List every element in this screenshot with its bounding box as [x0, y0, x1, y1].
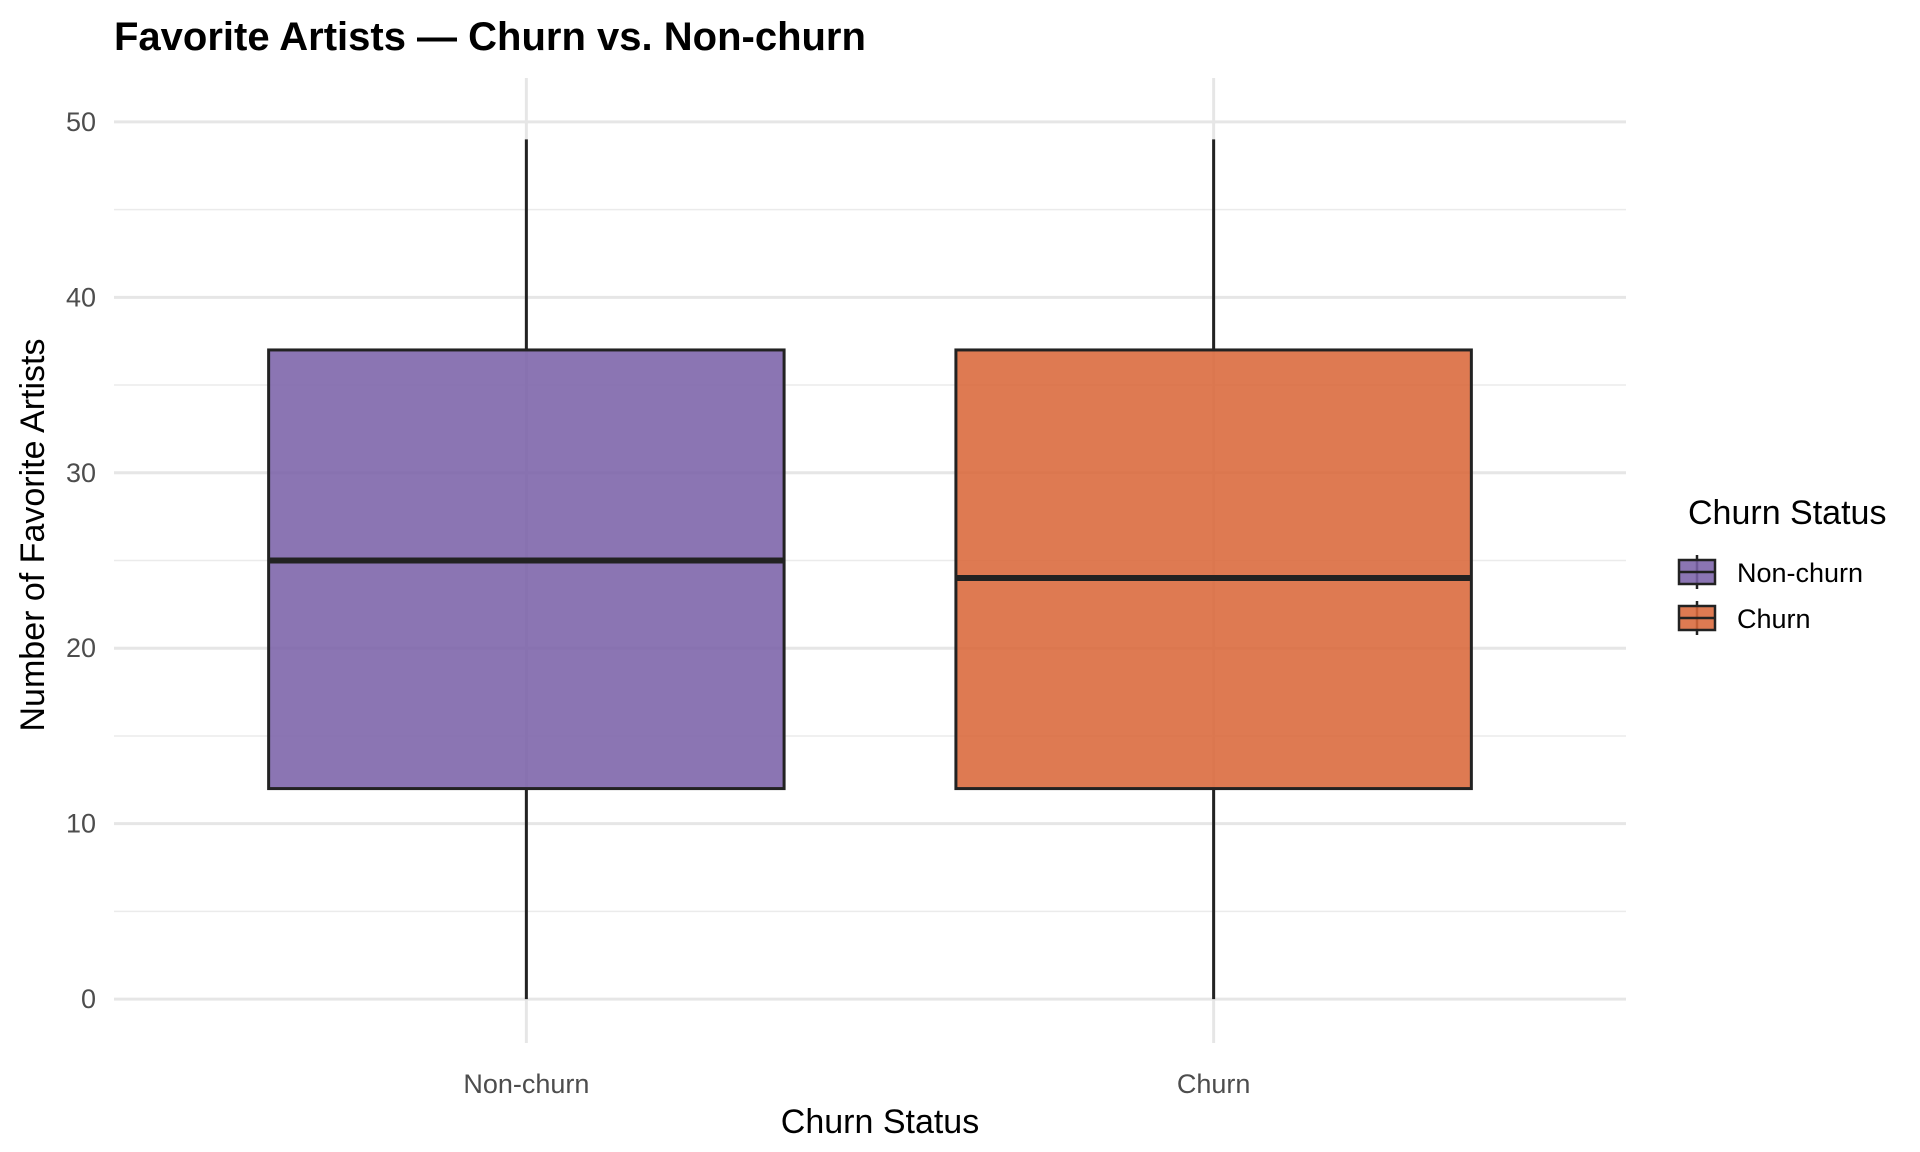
- y-tick-label: 20: [66, 633, 96, 663]
- y-tick-label: 40: [66, 282, 96, 312]
- x-tick-label: Non-churn: [463, 1069, 589, 1099]
- chart-title: Favorite Artists — Churn vs. Non-churn: [114, 15, 866, 59]
- legend-label: Non-churn: [1737, 558, 1863, 588]
- box-iqr: [267, 348, 786, 791]
- legend-label: Churn: [1737, 604, 1811, 634]
- y-tick-label: 0: [81, 984, 96, 1014]
- plot-area: [267, 139, 1473, 1000]
- box-non-churn: [267, 139, 786, 1000]
- legend: Churn Status Non-churn Churn: [1677, 494, 1886, 635]
- x-axis-title: Churn Status: [781, 1103, 979, 1141]
- box-iqr: [954, 348, 1473, 791]
- x-tick-label: Churn: [1177, 1069, 1251, 1099]
- axes: 0 10 20 30 40 50 Non-churn Churn: [66, 107, 1250, 1099]
- y-tick-label: 50: [66, 107, 96, 137]
- box-churn: [954, 139, 1473, 1000]
- y-tick-label: 10: [66, 809, 96, 839]
- legend-entry: Non-churn: [1677, 555, 1863, 589]
- legend-entry: Churn: [1677, 601, 1811, 635]
- y-tick-label: 30: [66, 458, 96, 488]
- y-axis-title: Number of Favorite Artists: [14, 338, 52, 731]
- legend-title: Churn Status: [1688, 494, 1886, 532]
